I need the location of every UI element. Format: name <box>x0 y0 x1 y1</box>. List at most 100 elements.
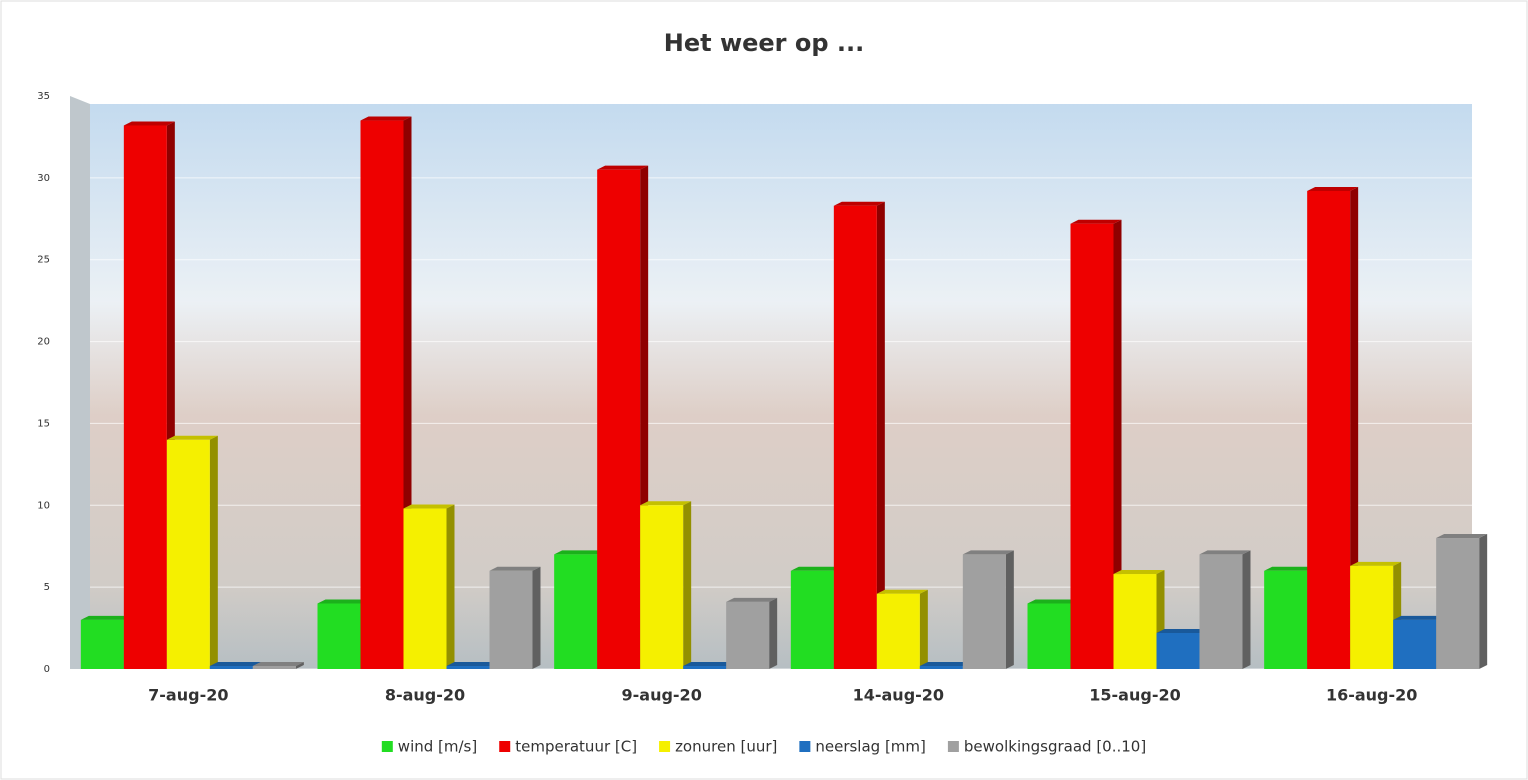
legend-label: wind [m/s] <box>398 738 477 756</box>
bar <box>123 125 167 670</box>
y-tick-label: 5 <box>44 582 50 593</box>
legend-swatch <box>381 741 393 752</box>
bar <box>1199 554 1243 669</box>
chart-title: Het weer op ... <box>664 29 864 57</box>
bar-side <box>769 597 778 669</box>
bar-top <box>80 615 132 620</box>
bar <box>919 666 963 669</box>
bar-top <box>962 550 1014 555</box>
bar-side <box>446 504 455 669</box>
legend-label: neerslag [mm] <box>815 738 926 756</box>
y-tick-label: 0 <box>44 664 50 675</box>
bar-top <box>252 662 304 666</box>
bar-side <box>532 566 541 669</box>
bar-side <box>683 501 692 669</box>
y-tick-label: 35 <box>37 91 50 102</box>
bar-top <box>1070 219 1122 224</box>
legend-label: temperatuur [C] <box>515 738 637 756</box>
bar-top <box>554 550 606 555</box>
bar <box>726 601 770 669</box>
bar <box>446 666 490 669</box>
bar <box>790 570 834 669</box>
bar <box>962 554 1006 669</box>
bar <box>209 666 253 669</box>
legend-label: bewolkingsgraad [0..10] <box>964 738 1146 756</box>
bar <box>640 505 684 669</box>
bar-side <box>919 589 928 669</box>
x-tick-label: 7-aug-20 <box>148 686 228 705</box>
bar-top <box>919 662 971 666</box>
x-tick-label: 9-aug-20 <box>622 686 702 705</box>
bar <box>554 554 598 669</box>
bar-top <box>166 435 218 440</box>
bar-top <box>1393 615 1445 620</box>
bar-side <box>295 662 304 669</box>
legend-swatch <box>499 741 511 752</box>
bar <box>317 603 361 669</box>
bar-side <box>1479 534 1488 669</box>
legend-swatch <box>947 741 959 752</box>
bar <box>1436 538 1480 669</box>
bar-top <box>876 589 928 594</box>
bar <box>403 508 447 669</box>
bar-top <box>640 501 692 506</box>
bar <box>360 120 404 670</box>
bar-side <box>1242 550 1251 669</box>
bar-top <box>489 566 541 571</box>
bar-top <box>833 201 885 206</box>
x-tick-label: 8-aug-20 <box>385 686 465 705</box>
legend-label: zonuren [uur] <box>675 738 777 756</box>
bar <box>1350 565 1394 669</box>
bar <box>1027 603 1071 669</box>
y-tick-label: 25 <box>37 255 50 266</box>
bar <box>1070 223 1114 669</box>
y-tick-label: 15 <box>37 418 50 429</box>
x-tick-label: 14-aug-20 <box>853 686 944 705</box>
bar <box>597 169 641 669</box>
bar-top <box>1027 599 1079 604</box>
bar-top <box>597 165 649 170</box>
side-wall <box>70 96 90 669</box>
bar-top <box>209 662 261 666</box>
bar <box>833 205 877 669</box>
bar <box>80 619 124 669</box>
y-tick-label: 20 <box>37 337 50 348</box>
x-tick-label: 15-aug-20 <box>1089 686 1180 705</box>
bar <box>683 666 727 669</box>
bar-top <box>360 116 412 121</box>
bar-side <box>876 201 885 669</box>
bar-top <box>790 566 842 571</box>
x-tick-label: 16-aug-20 <box>1326 686 1417 705</box>
bar-top <box>1113 570 1165 575</box>
bar-side <box>209 435 218 669</box>
bar-top <box>1436 534 1488 539</box>
legend-swatch <box>799 741 811 752</box>
bar-top <box>1350 561 1402 566</box>
bar-top <box>403 504 455 509</box>
bar <box>876 593 920 669</box>
bar-side <box>1005 550 1014 669</box>
bar-top <box>317 599 369 604</box>
bar <box>1113 574 1157 669</box>
bar-top <box>683 662 735 666</box>
bar-top <box>123 121 175 126</box>
bar <box>489 570 533 669</box>
y-tick-label: 30 <box>37 173 50 184</box>
bar-side <box>1113 219 1122 669</box>
bar <box>1264 570 1308 669</box>
bar <box>252 666 296 669</box>
bar <box>166 439 210 669</box>
bar-top <box>1264 566 1316 571</box>
bar <box>1307 190 1351 669</box>
bar-top <box>446 662 498 666</box>
bar <box>1156 632 1200 669</box>
legend-swatch <box>659 741 671 752</box>
y-tick-label: 10 <box>37 500 50 511</box>
bar-top <box>1199 550 1251 555</box>
bar <box>1393 619 1437 669</box>
bar-top <box>726 597 778 602</box>
bar-side <box>1350 186 1359 669</box>
bar-top <box>1156 628 1208 633</box>
bar-top <box>1307 186 1359 191</box>
